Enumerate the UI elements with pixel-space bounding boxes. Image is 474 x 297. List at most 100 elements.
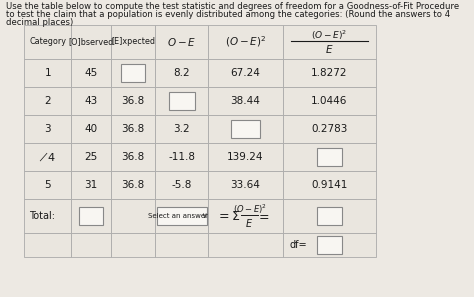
Text: $(O - E)^2$: $(O - E)^2$ (233, 202, 266, 216)
Text: ∨: ∨ (201, 211, 207, 220)
Text: 36.8: 36.8 (122, 124, 145, 134)
Bar (24, 115, 71, 143)
Bar (111, 25, 155, 59)
Bar (111, 171, 155, 199)
Bar (283, 87, 376, 115)
Text: 5: 5 (45, 180, 51, 190)
Text: -5.8: -5.8 (172, 180, 192, 190)
Bar (169, 92, 195, 110)
Bar (24, 59, 71, 87)
Text: 1: 1 (45, 68, 51, 78)
Text: $=$: $=$ (256, 209, 270, 222)
Text: $(O - E)^2$: $(O - E)^2$ (225, 34, 266, 49)
Text: decimal places): decimal places) (6, 18, 73, 27)
Text: Total:: Total: (29, 211, 55, 221)
Text: 36.8: 36.8 (122, 152, 145, 162)
Bar (318, 148, 342, 166)
Bar (283, 59, 376, 87)
Bar (283, 143, 376, 171)
Bar (155, 87, 209, 115)
Text: Category: Category (29, 37, 66, 47)
Bar (71, 233, 111, 257)
Text: 3: 3 (45, 124, 51, 134)
Bar (283, 171, 376, 199)
Text: 139.24: 139.24 (227, 152, 264, 162)
Bar (209, 87, 283, 115)
Bar (283, 199, 376, 233)
Text: 38.44: 38.44 (230, 96, 260, 106)
Bar (71, 171, 111, 199)
Bar (155, 171, 209, 199)
Bar (111, 115, 155, 143)
Text: 40: 40 (85, 124, 98, 134)
Bar (155, 59, 209, 87)
Text: 8.2: 8.2 (173, 68, 190, 78)
Text: Select an answer: Select an answer (148, 213, 208, 219)
Text: 33.64: 33.64 (230, 180, 260, 190)
Text: 1.0446: 1.0446 (311, 96, 348, 106)
Text: 67.24: 67.24 (230, 68, 260, 78)
Bar (111, 143, 155, 171)
Text: Use the table below to compute the test statistic and degrees of freedom for a G: Use the table below to compute the test … (6, 2, 459, 11)
Text: $E$: $E$ (325, 43, 334, 55)
Text: 45: 45 (85, 68, 98, 78)
Bar (111, 87, 155, 115)
Bar (111, 199, 155, 233)
Bar (209, 171, 283, 199)
Bar (24, 87, 71, 115)
Text: $(O - E)^2$: $(O - E)^2$ (311, 28, 347, 42)
Text: $O - E$: $O - E$ (167, 36, 196, 48)
Bar (71, 59, 111, 87)
Bar (283, 25, 376, 59)
Bar (209, 59, 283, 87)
Text: 36.8: 36.8 (122, 96, 145, 106)
Bar (71, 25, 111, 59)
Bar (71, 199, 111, 233)
Text: 0.9141: 0.9141 (311, 180, 348, 190)
Bar (209, 25, 283, 59)
Bar (79, 207, 103, 225)
Text: 43: 43 (85, 96, 98, 106)
Text: 3.2: 3.2 (173, 124, 190, 134)
Bar (209, 143, 283, 171)
Bar (71, 115, 111, 143)
Text: 1.8272: 1.8272 (311, 68, 348, 78)
Bar (157, 207, 207, 225)
Bar (155, 115, 209, 143)
Bar (71, 87, 111, 115)
Text: $= \Sigma$: $= \Sigma$ (216, 209, 240, 222)
Bar (24, 143, 71, 171)
Text: 31: 31 (85, 180, 98, 190)
Bar (24, 171, 71, 199)
Bar (209, 233, 283, 257)
Bar (318, 236, 342, 254)
Bar (24, 199, 71, 233)
Bar (155, 143, 209, 171)
Text: 36.8: 36.8 (122, 180, 145, 190)
Bar (209, 115, 283, 143)
Bar (24, 25, 71, 59)
Text: 2: 2 (45, 96, 51, 106)
Text: to test the claim that a population is evenly distributed among the categories: : to test the claim that a population is e… (6, 10, 450, 19)
Text: [O]bserved: [O]bserved (69, 37, 114, 47)
Bar (155, 233, 209, 257)
Bar (24, 233, 71, 257)
Bar (155, 25, 209, 59)
Bar (111, 233, 155, 257)
Bar (231, 120, 260, 138)
Text: [E]xpected: [E]xpected (111, 37, 155, 47)
Text: 25: 25 (85, 152, 98, 162)
Bar (209, 199, 283, 233)
Bar (111, 59, 155, 87)
Text: df=: df= (289, 240, 307, 250)
Bar (318, 207, 342, 225)
Text: 0.2783: 0.2783 (311, 124, 348, 134)
Bar (71, 143, 111, 171)
Text: $\not{4}$: $\not{4}$ (39, 151, 56, 163)
Bar (121, 64, 146, 82)
Bar (283, 115, 376, 143)
Bar (283, 233, 376, 257)
Text: $E$: $E$ (246, 217, 254, 229)
Bar (155, 199, 209, 233)
Text: -11.8: -11.8 (168, 152, 195, 162)
